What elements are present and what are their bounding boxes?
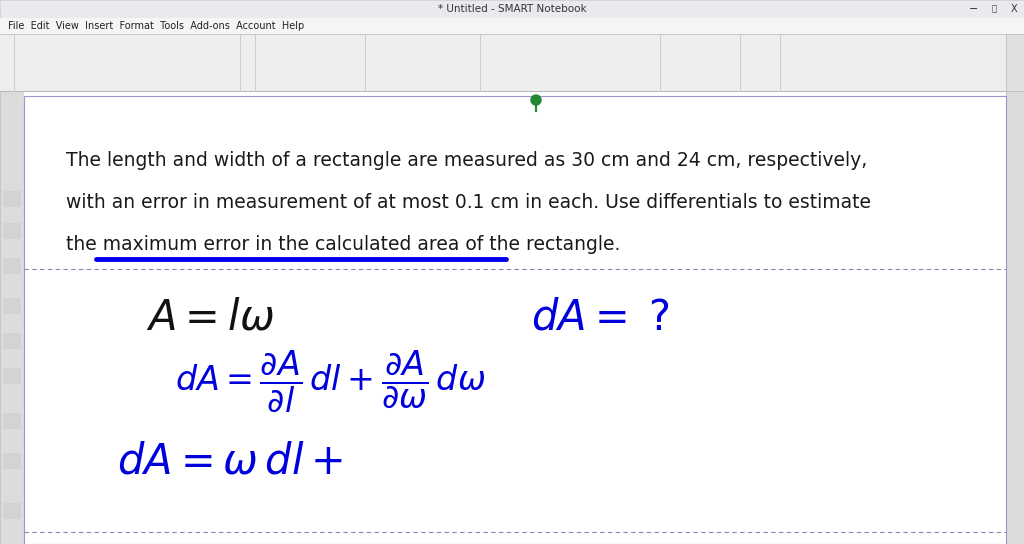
Circle shape xyxy=(531,95,541,105)
Bar xyxy=(0,18,1024,34)
Text: X: X xyxy=(1011,4,1017,14)
Bar xyxy=(1006,91,1024,544)
Bar xyxy=(24,96,1006,544)
Bar xyxy=(0,34,1024,91)
Bar xyxy=(3,258,22,274)
Bar xyxy=(3,453,22,469)
Bar xyxy=(3,413,22,429)
Bar xyxy=(3,298,22,314)
Text: ⧠: ⧠ xyxy=(991,4,996,14)
Text: $dA = \omega\,dl + $: $dA = \omega\,dl + $ xyxy=(117,440,343,482)
Text: the maximum error in the calculated area of the rectangle.: the maximum error in the calculated area… xyxy=(66,236,621,255)
Bar xyxy=(0,0,1024,18)
Text: * Untitled - SMART Notebook: * Untitled - SMART Notebook xyxy=(437,4,587,14)
Bar xyxy=(3,191,22,207)
Bar xyxy=(3,503,22,519)
Bar xyxy=(3,368,22,384)
Bar xyxy=(3,333,22,349)
Text: $dA = \;?$: $dA = \;?$ xyxy=(530,296,670,338)
Bar xyxy=(3,223,22,239)
Text: $dA = \dfrac{\partial A}{\partial l}\,dl + \dfrac{\partial A}{\partial \omega}\,: $dA = \dfrac{\partial A}{\partial l}\,dl… xyxy=(175,348,485,414)
Text: with an error in measurement of at most 0.1 cm in each. Use differentials to est: with an error in measurement of at most … xyxy=(66,194,871,213)
Text: $A = l\omega$: $A = l\omega$ xyxy=(145,296,274,338)
Bar xyxy=(1006,34,1024,91)
Text: File  Edit  View  Insert  Format  Tools  Add-ons  Account  Help: File Edit View Insert Format Tools Add-o… xyxy=(8,21,304,31)
Bar xyxy=(24,91,1006,544)
Text: The length and width of a rectangle are measured as 30 cm and 24 cm, respectivel: The length and width of a rectangle are … xyxy=(66,151,867,170)
Text: −: − xyxy=(970,4,979,14)
Bar xyxy=(0,91,24,544)
